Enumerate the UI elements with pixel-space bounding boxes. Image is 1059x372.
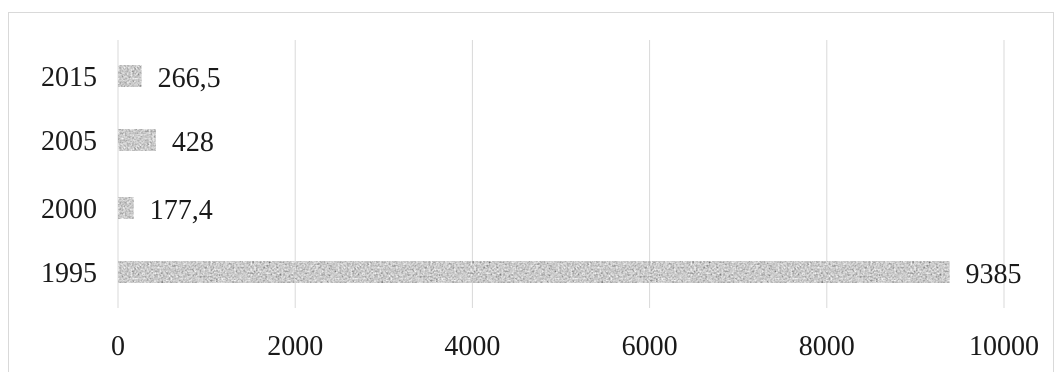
x-tick-label: 6000 xyxy=(622,331,678,362)
x-tick-label: 0 xyxy=(111,331,125,362)
bar-2005 xyxy=(118,129,156,151)
data-label: 9385 xyxy=(966,259,1022,290)
data-label: 266,5 xyxy=(158,63,221,94)
chart-frame xyxy=(8,12,1054,372)
labels: 0 2000 4000 6000 8000 10000 1995 9385 2000 177,4 2… xyxy=(41,62,1039,362)
category-label: 1995 xyxy=(41,258,97,289)
data-label: 428 xyxy=(172,127,214,158)
category-label: 2005 xyxy=(41,126,97,157)
x-tick-label: 10000 xyxy=(969,331,1039,362)
x-tick-label: 2000 xyxy=(267,331,323,362)
category-label: 2000 xyxy=(41,194,97,225)
bar-2015 xyxy=(118,65,142,87)
bar-1995 xyxy=(118,261,950,283)
data-label: 177,4 xyxy=(150,195,213,226)
bar-2000 xyxy=(118,197,134,219)
category-label: 2015 xyxy=(41,62,97,93)
x-tick-label: 4000 xyxy=(444,331,500,362)
bars xyxy=(118,65,950,283)
x-tick-label: 8000 xyxy=(799,331,855,362)
